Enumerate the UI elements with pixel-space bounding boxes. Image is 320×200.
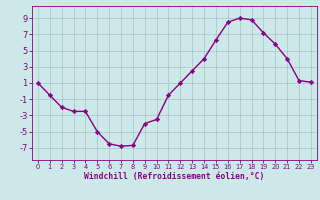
X-axis label: Windchill (Refroidissement éolien,°C): Windchill (Refroidissement éolien,°C) — [84, 172, 265, 181]
